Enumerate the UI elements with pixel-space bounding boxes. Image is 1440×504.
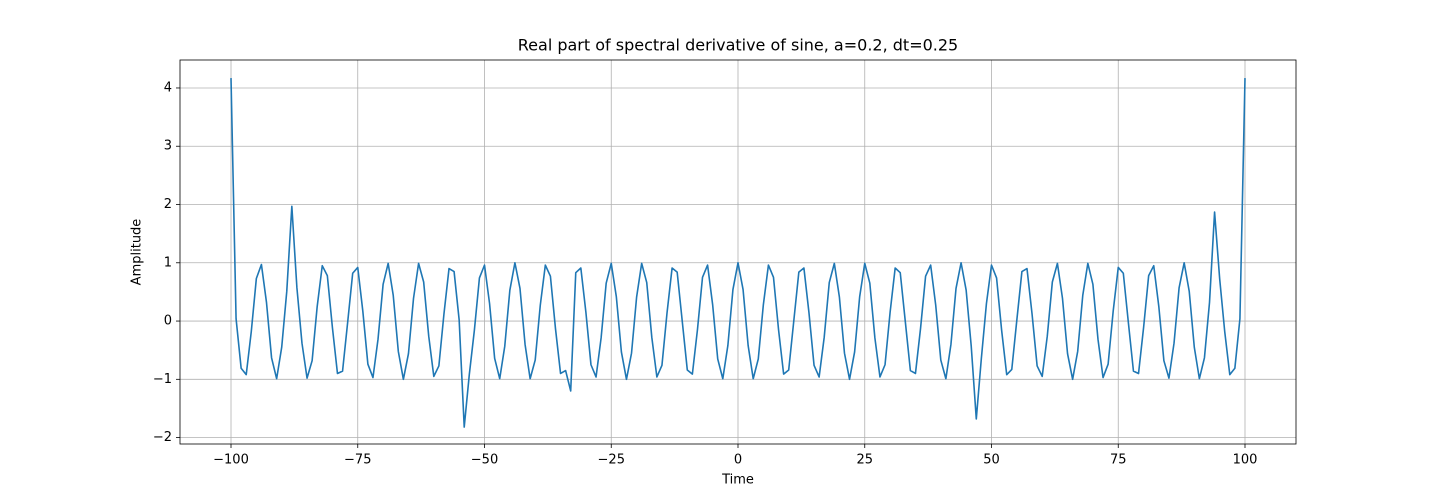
x-tick-label: 25 bbox=[856, 453, 873, 468]
x-tick-label: −50 bbox=[471, 453, 498, 468]
x-tick-label: 50 bbox=[983, 453, 1000, 468]
x-tick-label: −100 bbox=[213, 453, 249, 468]
y-axis-label: Amplitude bbox=[130, 219, 145, 286]
chart-title: Real part of spectral derivative of sine… bbox=[518, 36, 958, 55]
y-tick-label: 2 bbox=[164, 197, 172, 212]
x-tick-label: 75 bbox=[1110, 453, 1127, 468]
y-tick-label: −1 bbox=[153, 372, 172, 387]
y-tick-label: 3 bbox=[164, 139, 172, 154]
plot-frame bbox=[179, 59, 1297, 445]
y-tick-label: 4 bbox=[164, 80, 172, 95]
x-axis-label: Time bbox=[721, 473, 754, 488]
x-tick-label: 100 bbox=[1233, 453, 1258, 468]
x-tick-label: −25 bbox=[598, 453, 625, 468]
x-tick-label: −75 bbox=[344, 453, 371, 468]
x-tick-label: 0 bbox=[734, 453, 742, 468]
y-tick-label: −2 bbox=[153, 430, 172, 445]
y-tick-label: 0 bbox=[164, 314, 172, 329]
data-line bbox=[230, 78, 1246, 428]
y-tick-label: 1 bbox=[164, 255, 172, 270]
